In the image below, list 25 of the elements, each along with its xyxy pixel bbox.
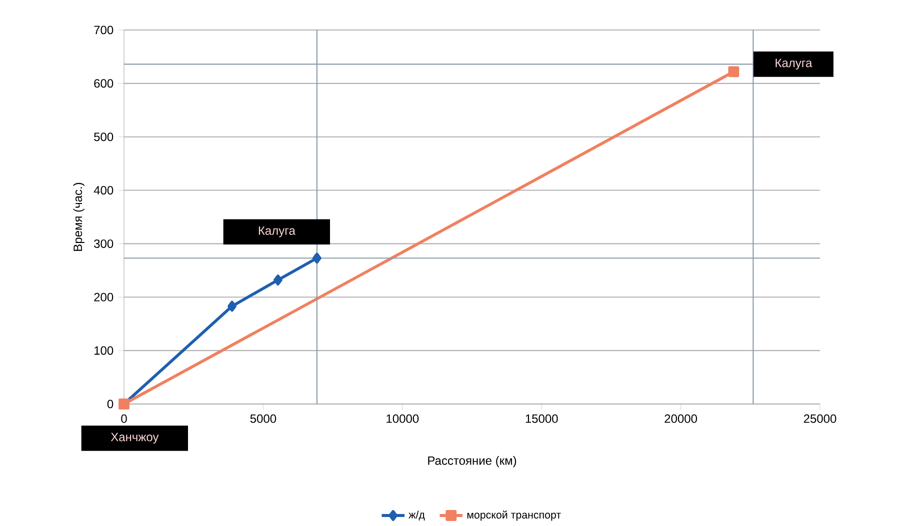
y-tick-label: 0 (107, 400, 114, 408)
x-tick-label: 10000 (386, 414, 419, 423)
annotation: Калуга (258, 226, 296, 238)
y-tick-label: 700 (94, 26, 114, 34)
y-axis-title: Время (час.) (73, 182, 84, 251)
x-tick-label: 5000 (250, 414, 276, 423)
y-tick-label: 400 (94, 186, 114, 195)
point (273, 274, 282, 286)
x-tick-label: 15000 (526, 414, 558, 423)
annotation: Калуга (776, 58, 812, 70)
point (228, 300, 236, 312)
point (312, 252, 322, 264)
y-tick-label: 200 (94, 292, 114, 302)
x-tick-label: 25000 (804, 414, 836, 423)
x-tick-label: 20000 (664, 414, 698, 423)
annotation: Ханчжоу (110, 432, 159, 444)
y-tick-label: 600 (94, 79, 114, 88)
legend-label: морской транспорт (467, 510, 561, 521)
y-tick-label: 500 (94, 132, 114, 142)
y-tick-label: 100 (94, 346, 114, 355)
point (728, 66, 740, 78)
y-tick-label: 300 (94, 240, 114, 248)
x-tick-label: 0 (121, 414, 127, 423)
legend-label: ж/д (408, 510, 425, 521)
x-axis-title: Расстояние (км) (428, 456, 516, 468)
